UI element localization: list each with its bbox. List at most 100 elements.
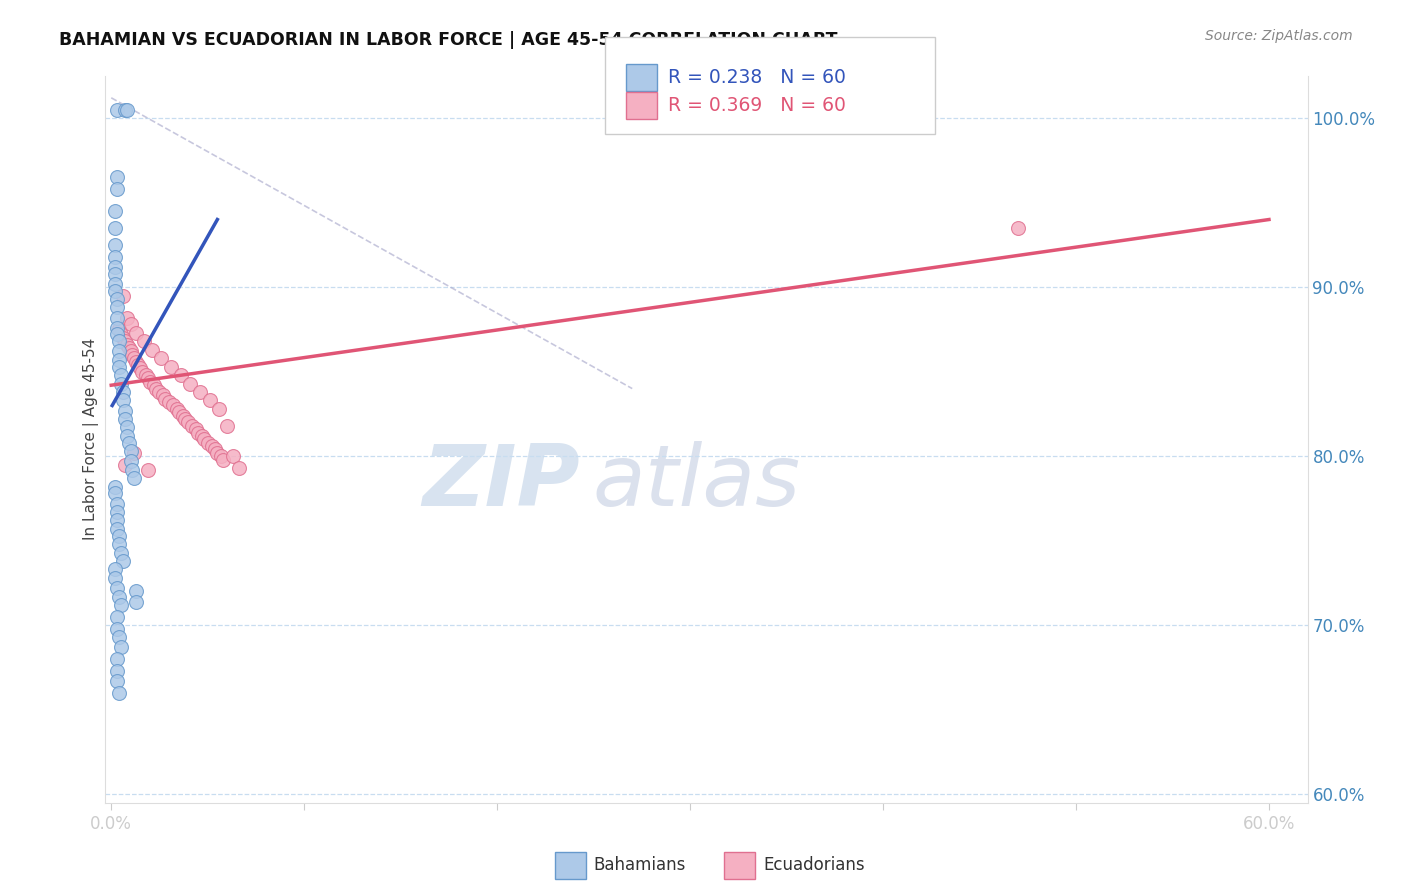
Point	[111, 331, 134, 345]
Point	[208, 401, 231, 416]
Point	[166, 401, 188, 416]
Point	[108, 359, 131, 374]
Point	[114, 458, 136, 472]
Point	[120, 454, 142, 468]
Point	[105, 310, 128, 325]
Point	[135, 368, 157, 382]
Text: Bahamians: Bahamians	[593, 856, 686, 874]
Point	[141, 343, 163, 357]
Point	[115, 337, 138, 351]
Point	[120, 344, 142, 359]
Point	[111, 384, 134, 399]
Point	[105, 513, 128, 527]
Point	[115, 103, 138, 117]
Point	[160, 359, 183, 374]
Point	[105, 652, 128, 666]
Text: Ecuadorians: Ecuadorians	[763, 856, 865, 874]
Point	[148, 384, 170, 399]
Point	[105, 581, 128, 595]
Point	[104, 562, 127, 576]
Point	[188, 384, 211, 399]
Point	[197, 435, 219, 450]
Point	[209, 449, 232, 463]
Point	[187, 425, 209, 440]
Point	[177, 416, 200, 430]
Point	[125, 594, 148, 608]
Text: Source: ZipAtlas.com: Source: ZipAtlas.com	[1205, 29, 1353, 43]
Point	[193, 432, 215, 446]
Point	[115, 420, 138, 434]
Point	[110, 327, 132, 342]
Point	[198, 393, 221, 408]
Point	[170, 368, 193, 382]
Point	[142, 378, 165, 392]
Point	[125, 584, 148, 599]
Point	[117, 435, 139, 450]
Point	[110, 368, 132, 382]
Text: BAHAMIAN VS ECUADORIAN IN LABOR FORCE | AGE 45-54 CORRELATION CHART: BAHAMIAN VS ECUADORIAN IN LABOR FORCE | …	[59, 31, 838, 49]
Point	[172, 409, 194, 423]
Point	[104, 267, 127, 281]
Point	[114, 412, 136, 426]
Text: R = 0.369   N = 60: R = 0.369 N = 60	[668, 95, 846, 115]
Point	[111, 554, 134, 568]
Point	[115, 429, 138, 443]
Point	[114, 334, 136, 349]
Point	[105, 674, 128, 689]
Point	[108, 630, 131, 644]
Text: atlas: atlas	[592, 442, 800, 524]
Point	[124, 446, 146, 460]
Point	[104, 260, 127, 274]
Point	[131, 365, 153, 379]
Point	[212, 452, 235, 467]
Point	[104, 284, 127, 298]
Point	[105, 182, 128, 196]
Point	[108, 686, 131, 700]
Point	[145, 382, 167, 396]
Point	[121, 463, 143, 477]
Point	[186, 422, 208, 436]
Text: R = 0.238   N = 60: R = 0.238 N = 60	[668, 68, 846, 87]
Point	[104, 277, 127, 291]
Point	[124, 471, 146, 485]
Point	[179, 376, 201, 391]
Point	[125, 326, 148, 340]
Point	[110, 640, 132, 655]
Point	[108, 529, 131, 543]
Point	[136, 463, 159, 477]
Point	[717, 104, 740, 119]
Point	[104, 238, 127, 252]
Point	[136, 371, 159, 385]
Point	[120, 318, 142, 332]
Point	[111, 288, 134, 302]
Point	[204, 442, 226, 457]
Point	[114, 403, 136, 417]
Point	[132, 334, 155, 349]
Point	[115, 310, 138, 325]
Point	[129, 361, 152, 376]
Point	[207, 446, 229, 460]
Point	[127, 358, 149, 372]
Point	[105, 497, 128, 511]
Point	[124, 351, 146, 366]
Point	[104, 250, 127, 264]
Point	[114, 103, 136, 117]
Point	[105, 292, 128, 306]
Point	[167, 405, 190, 419]
Point	[105, 327, 128, 342]
Point	[181, 418, 204, 433]
Point	[139, 375, 162, 389]
Point	[105, 170, 128, 185]
Point	[111, 393, 134, 408]
Point	[125, 354, 148, 368]
Point	[215, 418, 238, 433]
Point	[105, 505, 128, 519]
Point	[110, 376, 132, 391]
Point	[108, 344, 131, 359]
Point	[108, 590, 131, 604]
Point	[104, 486, 127, 500]
Point	[120, 444, 142, 458]
Point	[105, 320, 128, 334]
Point	[117, 341, 139, 355]
Point	[110, 545, 132, 559]
